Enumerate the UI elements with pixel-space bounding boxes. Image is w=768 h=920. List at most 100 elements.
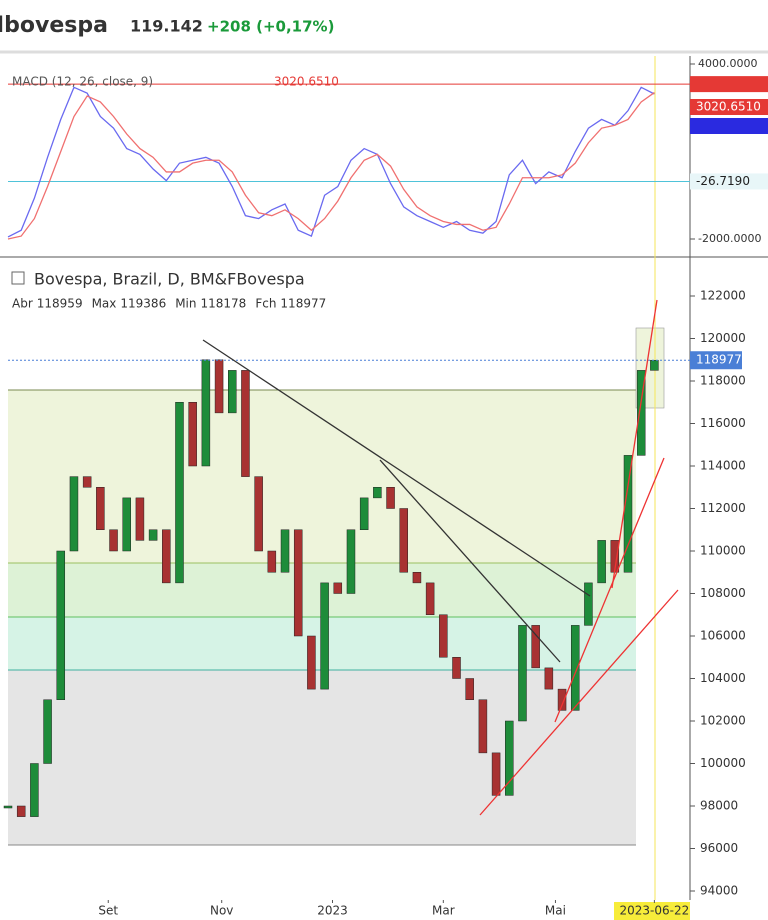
candle bbox=[346, 529, 356, 594]
candle bbox=[214, 359, 224, 414]
x-tick-label: Mar bbox=[432, 904, 455, 918]
candle bbox=[650, 359, 659, 371]
ohlc-value: 118959 bbox=[37, 297, 83, 311]
y-tick-label: 106000 bbox=[700, 629, 746, 643]
header-price: 119.142 bbox=[130, 17, 203, 36]
value-badge bbox=[690, 99, 768, 115]
ohlc-value: 118178 bbox=[201, 297, 247, 311]
candle bbox=[584, 582, 593, 626]
y-tick-label: 96000 bbox=[700, 841, 738, 855]
candle bbox=[425, 582, 435, 615]
candle bbox=[307, 635, 316, 690]
candle bbox=[373, 487, 382, 499]
readout: 3020.6510 bbox=[274, 75, 339, 89]
candle bbox=[56, 550, 66, 700]
x-tick-label: 2023-06-22 bbox=[620, 904, 690, 918]
y-tick-label: 94000 bbox=[700, 884, 738, 898]
header-change: +208 (+0,17%) bbox=[207, 18, 334, 36]
candle bbox=[3, 805, 13, 809]
candle bbox=[241, 370, 250, 477]
candle bbox=[280, 529, 290, 573]
candle bbox=[162, 529, 171, 584]
candle bbox=[333, 582, 343, 594]
y-tick-label: 122000 bbox=[700, 289, 746, 303]
macd-line bbox=[7, 92, 655, 240]
y-tick-label: 110000 bbox=[700, 544, 746, 558]
value-badge bbox=[690, 118, 768, 134]
date-highlight bbox=[614, 902, 690, 920]
x-tick-label: Nov bbox=[210, 904, 233, 918]
ohlc-key: Fch bbox=[255, 297, 276, 311]
y-tick-label: 112000 bbox=[700, 501, 746, 515]
candle bbox=[267, 550, 277, 573]
y-tick-label: 100000 bbox=[700, 756, 746, 770]
candle bbox=[636, 370, 646, 456]
ohlc-key: Max bbox=[92, 297, 117, 311]
candle bbox=[623, 455, 633, 573]
y-tick-label: 120000 bbox=[700, 331, 746, 345]
candle bbox=[69, 476, 79, 552]
candle bbox=[254, 476, 263, 552]
ohlc-value: 119386 bbox=[120, 297, 166, 311]
candle bbox=[452, 657, 461, 679]
ohlc-key: Abr bbox=[12, 297, 33, 311]
candle bbox=[43, 699, 52, 764]
last-price-badge bbox=[690, 351, 742, 370]
candle bbox=[597, 540, 606, 584]
candle bbox=[96, 487, 105, 530]
collapse-icon[interactable] bbox=[11, 271, 25, 285]
candle bbox=[531, 625, 540, 669]
value-badge-label: 3020.6510 bbox=[696, 100, 761, 114]
ohlc-key: Min bbox=[175, 297, 196, 311]
y-tick-label: 108000 bbox=[700, 586, 746, 600]
candle bbox=[412, 572, 422, 584]
header-title: Ibovespa bbox=[0, 13, 108, 38]
x-axis-bg bbox=[0, 900, 768, 920]
value-badge-label: -26.7190 bbox=[696, 174, 750, 188]
candle bbox=[491, 752, 501, 796]
candle bbox=[544, 667, 554, 690]
macd-title: MACD (12, 26, close, 9) bbox=[12, 75, 153, 89]
y-tick-label: 116000 bbox=[700, 416, 746, 430]
x-tick-label: Mai bbox=[545, 904, 566, 918]
zone-lines bbox=[8, 389, 636, 846]
candle bbox=[201, 359, 211, 467]
x-tick-label: 2023 bbox=[317, 904, 348, 918]
x-tick-label: Set bbox=[98, 904, 118, 918]
candle bbox=[148, 529, 158, 541]
y-tick-label: 102000 bbox=[700, 714, 746, 728]
y-tick-label: 98000 bbox=[700, 799, 738, 813]
candle bbox=[465, 678, 474, 700]
value-badge bbox=[690, 173, 768, 190]
candle bbox=[188, 402, 197, 467]
candle bbox=[175, 402, 184, 584]
candle bbox=[293, 529, 303, 637]
candle bbox=[518, 625, 527, 722]
candle bbox=[359, 497, 369, 530]
candle bbox=[228, 370, 237, 414]
last-price-label: 118977 bbox=[696, 353, 742, 367]
y-tick-label: 104000 bbox=[700, 671, 746, 685]
candle bbox=[135, 497, 145, 541]
y-tick-label: -2000.0000 bbox=[698, 232, 761, 245]
candle bbox=[82, 476, 92, 488]
candle bbox=[399, 508, 408, 573]
candle bbox=[478, 699, 488, 754]
trendlines bbox=[202, 299, 679, 816]
macd-line bbox=[7, 86, 655, 238]
candle bbox=[386, 487, 395, 509]
candle bbox=[16, 805, 26, 817]
candle bbox=[505, 720, 514, 796]
candle bbox=[439, 614, 448, 658]
header-bg bbox=[0, 0, 768, 50]
candle bbox=[570, 625, 580, 711]
y-tick-label: 118000 bbox=[700, 374, 746, 388]
value-badge bbox=[690, 76, 768, 93]
y-tick-label: 4000.0000 bbox=[698, 57, 758, 70]
y-tick-label: 114000 bbox=[700, 459, 746, 473]
candle bbox=[557, 688, 567, 711]
candle bbox=[320, 582, 329, 690]
ohlc-value: 118977 bbox=[280, 297, 326, 311]
